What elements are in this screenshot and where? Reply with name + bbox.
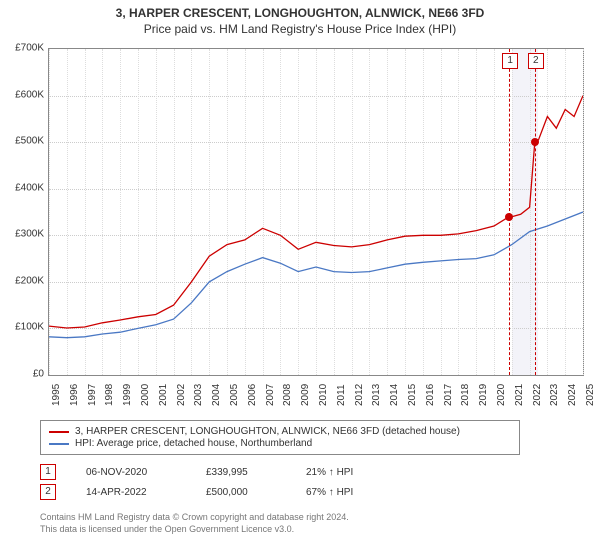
title-line-1: 3, HARPER CRESCENT, LONGHOUGHTON, ALNWIC… [0,6,600,20]
chart-plot-area: 12 [48,48,584,376]
events-table: 1 06-NOV-2020 £339,995 21% ↑ HPI 2 14-AP… [40,460,560,504]
chart-title: 3, HARPER CRESCENT, LONGHOUGHTON, ALNWIC… [0,0,600,38]
event-row: 1 06-NOV-2020 £339,995 21% ↑ HPI [40,464,560,480]
y-axis-labels: £0£100K£200K£300K£400K£500K£600K£700K [0,48,46,376]
legend-label: HPI: Average price, detached house, Nort… [75,438,312,449]
event-date: 06-NOV-2020 [86,467,176,478]
x-axis-labels: 1995199619971998199920002001200220032004… [48,378,584,418]
event-price: £500,000 [206,487,276,498]
title-line-2: Price paid vs. HM Land Registry's House … [0,22,600,36]
event-marker-icon: 2 [40,484,56,500]
event-price: £339,995 [206,467,276,478]
event-row: 2 14-APR-2022 £500,000 67% ↑ HPI [40,484,560,500]
license-text: Contains HM Land Registry data © Crown c… [40,512,349,535]
legend-item: 3, HARPER CRESCENT, LONGHOUGHTON, ALNWIC… [49,426,511,437]
event-marker-icon: 1 [40,464,56,480]
legend: 3, HARPER CRESCENT, LONGHOUGHTON, ALNWIC… [40,420,520,455]
license-line-2: This data is licensed under the Open Gov… [40,524,349,536]
legend-swatch-icon [49,431,69,433]
license-line-1: Contains HM Land Registry data © Crown c… [40,512,349,524]
legend-swatch-icon [49,443,69,445]
legend-item: HPI: Average price, detached house, Nort… [49,438,511,449]
event-date: 14-APR-2022 [86,487,176,498]
chart-svg [49,49,583,375]
legend-label: 3, HARPER CRESCENT, LONGHOUGHTON, ALNWIC… [75,426,460,437]
event-pct: 21% ↑ HPI [306,467,386,478]
event-pct: 67% ↑ HPI [306,487,386,498]
